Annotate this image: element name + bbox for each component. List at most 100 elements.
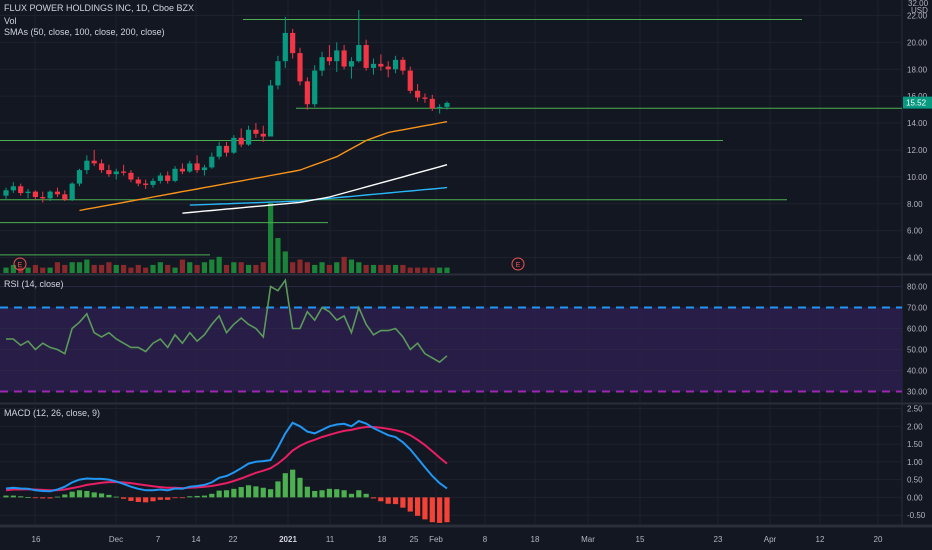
- candle-body: [341, 50, 347, 67]
- volume-bar: [135, 264, 141, 273]
- rsi-label: RSI (14, close): [4, 279, 64, 289]
- symbol-title: FLUX POWER HOLDINGS INC, 1D, Cboe BZX: [4, 3, 195, 13]
- macd-histogram-bar: [370, 497, 377, 499]
- candle-body: [143, 183, 149, 185]
- volume-bar: [54, 262, 61, 273]
- macd-histogram-bar: [3, 495, 9, 498]
- candle-body: [91, 160, 97, 164]
- macd-histogram-bar: [201, 495, 208, 498]
- rsi-axis-tick: 70.00: [907, 304, 928, 313]
- volume-bar: [370, 264, 377, 273]
- candle-body: [231, 137, 237, 153]
- symbol-legend: FLUX POWER HOLDINGS INC, 1D, Cboe BZX: [4, 3, 194, 13]
- macd-histogram-bar: [348, 493, 355, 498]
- macd-histogram-bar: [385, 497, 391, 504]
- macd-histogram-bar: [392, 497, 399, 505]
- candle-body: [135, 179, 141, 184]
- macd-histogram-bar: [400, 497, 406, 508]
- macd-histogram-bar: [363, 493, 369, 498]
- candle-body: [348, 61, 355, 67]
- candle-body: [18, 186, 24, 193]
- candle-body: [356, 45, 362, 62]
- time-axis-label: 25: [410, 535, 419, 544]
- candle-body: [216, 145, 222, 157]
- volume-legend: Vol: [4, 16, 17, 26]
- time-axis-label: Mar: [581, 535, 595, 544]
- candle-body: [326, 57, 332, 62]
- volume-bar: [415, 267, 421, 273]
- candle-body: [319, 57, 325, 71]
- candle-body: [47, 191, 53, 199]
- macd-histogram-bar: [32, 497, 38, 499]
- macd-histogram-bar: [275, 481, 281, 498]
- volume-bar: [253, 264, 259, 273]
- candle-body: [268, 85, 274, 137]
- candle-body: [150, 180, 156, 185]
- macd-histogram-bar: [121, 497, 127, 499]
- macd-histogram-bar: [216, 490, 222, 498]
- macd-histogram-bar: [341, 490, 347, 498]
- macd-histogram-bar: [69, 491, 75, 498]
- candle-body: [194, 163, 200, 171]
- volume-bar: [378, 264, 384, 273]
- earnings-marker-label: E: [516, 262, 521, 269]
- volume-bar: [437, 267, 443, 273]
- candle-body: [113, 171, 119, 175]
- rsi-line: [6, 278, 448, 364]
- sma50-line: [79, 121, 448, 212]
- volume-bar: [422, 267, 428, 273]
- macd-histogram-bar: [437, 497, 443, 523]
- macd-histogram-bar: [253, 486, 259, 498]
- macd-histogram-bar: [179, 497, 185, 499]
- macd-histogram-bar: [334, 489, 340, 498]
- candle-body: [10, 186, 16, 191]
- candle-body: [400, 59, 406, 71]
- macd-histogram-bar: [378, 497, 384, 502]
- candle-body: [253, 129, 259, 134]
- rsi-axis-tick: 80.00: [907, 283, 928, 292]
- macd-histogram-bar: [209, 493, 215, 498]
- candle-body: [385, 66, 391, 70]
- candle-body: [304, 81, 310, 105]
- time-axis-label: 22: [229, 535, 238, 544]
- price-axis-tick: 10.00: [907, 173, 928, 182]
- volume-bar: [201, 262, 208, 273]
- macd-axis-tick: 1.00: [907, 458, 923, 467]
- volume-bar: [238, 262, 244, 273]
- candle-body: [415, 90, 421, 98]
- price-axis-tick: 22.00: [907, 11, 928, 20]
- rsi-axis-tick: 60.00: [907, 325, 928, 334]
- macd-histogram-bar: [312, 490, 318, 498]
- macd-line: [5, 419, 448, 493]
- macd-histogram-bar: [62, 494, 68, 498]
- macd-axis-tick: 0.00: [907, 493, 923, 502]
- volume-bar: [392, 264, 399, 273]
- macd-histogram-bar: [290, 469, 296, 498]
- time-axis-label: 14: [192, 535, 201, 544]
- candle-body: [62, 194, 68, 200]
- macd-histogram-bar: [304, 486, 310, 498]
- macd-histogram-bar: [194, 495, 200, 498]
- volume-bar: [341, 256, 347, 273]
- price-axis-tick: 4.00: [907, 254, 923, 263]
- volume-bar: [312, 264, 318, 273]
- candle-body: [444, 102, 450, 107]
- rsi-legend: RSI (14, close): [4, 279, 64, 289]
- macd-histogram-bar: [238, 487, 244, 498]
- volume-bar: [194, 264, 200, 273]
- candle-body: [25, 191, 31, 193]
- time-axis-label: 2021: [279, 535, 297, 544]
- price-axis-tick: 6.00: [907, 227, 923, 236]
- macd-histogram-bar: [106, 494, 112, 498]
- candle-body: [363, 45, 369, 68]
- time-axis-label: 23: [714, 535, 723, 544]
- candle-body: [312, 70, 318, 105]
- macd-histogram-bar: [128, 497, 134, 501]
- volume-bar: [231, 262, 237, 273]
- volume-bar: [187, 262, 193, 273]
- time-axis-label: 15: [636, 535, 645, 544]
- last-price-label: 15.52: [906, 99, 927, 108]
- macd-histogram-bar: [18, 496, 24, 498]
- candle-body: [260, 133, 266, 137]
